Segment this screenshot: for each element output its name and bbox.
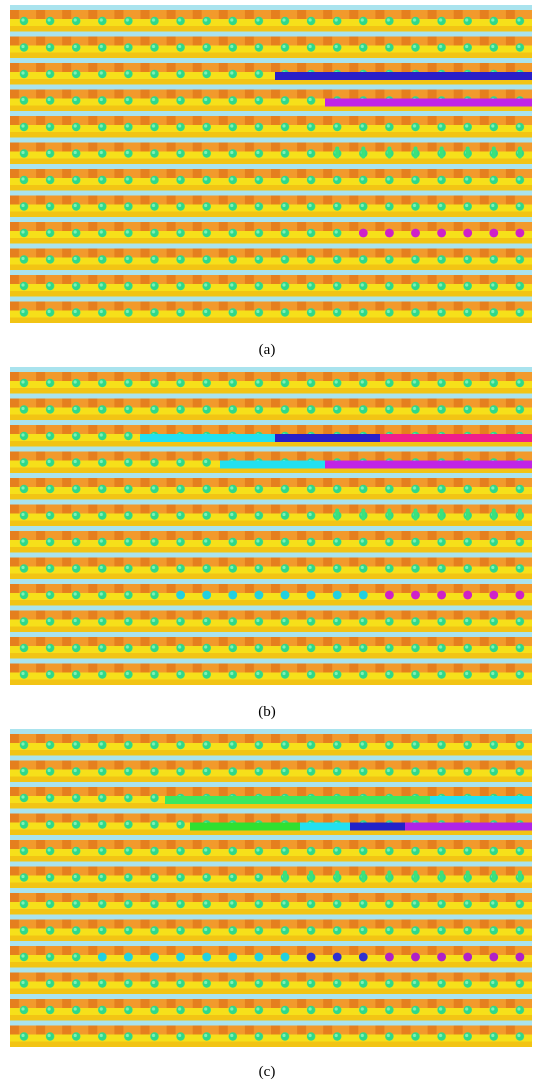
highlight-object — [283, 871, 287, 883]
highlight-object — [518, 147, 522, 159]
highlight-object — [466, 871, 470, 883]
highlight-object — [307, 953, 316, 962]
highlight-object — [281, 591, 290, 600]
caption: (c) — [0, 1064, 534, 1081]
highlight-object — [385, 953, 394, 962]
highlight-object — [387, 509, 391, 521]
highlight-object — [463, 229, 472, 238]
highlight-object — [440, 509, 444, 521]
highlight-object — [335, 509, 339, 521]
highlight-object — [307, 591, 316, 600]
highlight-object — [466, 509, 470, 521]
highlight-object — [387, 871, 391, 883]
rendered-scene — [10, 5, 532, 323]
highlight-strip — [165, 796, 430, 804]
rendered-scene — [10, 367, 532, 685]
highlight-strip — [350, 823, 405, 831]
highlight-object — [492, 871, 496, 883]
highlight-object — [361, 509, 365, 521]
highlight-object — [202, 591, 211, 600]
caption: (b) — [0, 704, 534, 721]
highlight-object — [518, 871, 522, 883]
highlight-object — [361, 871, 365, 883]
highlight-object — [437, 591, 446, 600]
figure: (a)(b)(c) (() => { const data = JSON.par… — [0, 0, 534, 1084]
highlight-object — [414, 147, 418, 159]
highlight-strip — [140, 434, 275, 442]
highlight-object — [411, 229, 420, 238]
highlight-object — [98, 953, 107, 962]
caption: (a) — [0, 342, 534, 359]
highlight-object — [463, 953, 472, 962]
highlight-object — [414, 509, 418, 521]
highlight-object — [385, 591, 394, 600]
highlight-object — [440, 147, 444, 159]
highlight-strip — [275, 434, 380, 442]
highlight-object — [281, 953, 290, 962]
highlight-object — [124, 953, 133, 962]
highlight-object — [411, 591, 420, 600]
highlight-strip — [190, 823, 300, 831]
highlight-object — [333, 953, 342, 962]
highlight-object — [516, 953, 525, 962]
highlight-object — [466, 147, 470, 159]
highlight-strip — [325, 461, 532, 469]
highlight-strip — [300, 823, 350, 831]
highlight-strip — [325, 99, 532, 107]
highlight-strip — [405, 823, 532, 831]
highlight-object — [228, 591, 237, 600]
tile-grid — [10, 367, 532, 685]
highlight-object — [489, 591, 498, 600]
highlight-object — [255, 591, 264, 600]
highlight-object — [518, 509, 522, 521]
highlight-object — [176, 591, 185, 600]
highlight-object — [202, 953, 211, 962]
highlight-object — [385, 229, 394, 238]
highlight-object — [359, 953, 368, 962]
highlight-object — [228, 953, 237, 962]
highlight-object — [387, 147, 391, 159]
highlight-object — [150, 953, 159, 962]
highlight-object — [492, 509, 496, 521]
highlight-strip — [430, 796, 532, 804]
highlight-object — [361, 147, 365, 159]
highlight-object — [414, 871, 418, 883]
highlight-object — [437, 953, 446, 962]
highlight-object — [489, 229, 498, 238]
highlight-object — [309, 871, 313, 883]
highlight-strip — [380, 434, 532, 442]
highlight-object — [359, 591, 368, 600]
highlight-object — [516, 591, 525, 600]
highlight-object — [411, 953, 420, 962]
highlight-object — [335, 871, 339, 883]
highlight-strip — [220, 461, 325, 469]
highlight-object — [440, 871, 444, 883]
highlight-object — [437, 229, 446, 238]
highlight-object — [176, 953, 185, 962]
highlight-object — [489, 953, 498, 962]
highlight-strip — [275, 72, 532, 80]
highlight-object — [463, 591, 472, 600]
highlight-object — [516, 229, 525, 238]
highlight-object — [255, 953, 264, 962]
highlight-object — [492, 147, 496, 159]
tile-grid — [10, 5, 532, 323]
rendered-scene — [10, 729, 532, 1047]
tile-grid — [10, 729, 532, 1047]
highlight-object — [333, 591, 342, 600]
highlight-object — [359, 229, 368, 238]
highlight-object — [335, 147, 339, 159]
